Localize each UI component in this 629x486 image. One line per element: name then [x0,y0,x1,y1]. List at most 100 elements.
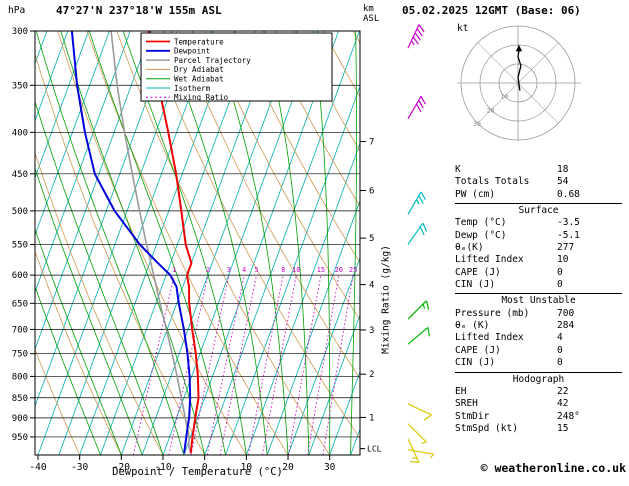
wind-barb [407,326,431,345]
dry-adiabat-line [293,31,360,152]
panel-row: CAPE (J) 0 [455,345,622,357]
wind-barb [407,191,426,215]
mixing-ratio-value: 8 [281,266,285,274]
pressure-tick-label: 400 [12,128,28,138]
panel-row-label: Totals Totals [455,176,530,188]
panel-row: CAPE (J) 0 [455,267,622,279]
panel-row-value: 15 [557,422,569,434]
panel-row-value: 42 [557,398,569,410]
temp-tick-label: -40 [29,462,46,473]
km-tick-label: 3 [369,326,374,336]
pressure-tick-label: 900 [12,414,28,424]
panel-row-label: θₑ(K) [455,242,484,254]
hodograph-spoke [477,42,519,84]
temp-tick-label: -30 [71,462,88,473]
dry-adiabat-line [35,348,81,455]
lcl-label: LCL [367,445,382,454]
pressure-tick-label: 500 [12,207,28,217]
mixing-ratio-line [261,275,297,455]
panel-row: Pressure (mb) 700 [455,308,622,320]
panel-row-label: CIN (J) [455,357,496,369]
wind-barb [407,222,428,245]
dry-adiabat-line [234,31,360,264]
isotherm-line [35,31,152,351]
plot-frame [34,30,361,456]
mixing-ratio-value: 10 [292,266,300,274]
mixing-ratio-value: 1 [172,266,176,274]
mixing-ratio-line [288,275,322,455]
panel-row: EH 22 [455,386,622,398]
isotherm-line [120,31,277,455]
isotherm-line [287,256,360,455]
skewt-background: 1 2 3 4 5 8 10 15 20 25 [0,31,360,455]
hodograph-ring [460,25,576,141]
legend-box [140,32,333,102]
legend-label: Isotherm [174,84,211,93]
panel-row: CIN (J) 0 [455,357,622,369]
panel-row: Totals Totals 54 [455,176,622,188]
wet-adiabat-line [350,31,358,455]
isotherm-line [225,85,360,455]
isotherm-line [162,31,319,455]
panel-row-value: 0 [557,344,563,356]
axes: 3003504004505005506006507007508008509009… [12,27,382,473]
isotherm-line [100,31,256,455]
pressure-tick-label: 650 [12,299,28,309]
panel-row: θₑ (K) 284 [455,320,622,332]
panel-row: K 18 [455,164,622,176]
pressure-tick-label: 600 [12,271,28,281]
pressure-tick-label: 850 [12,394,28,404]
isotherm-line [35,31,89,179]
isotherm-line [266,199,360,455]
location-title: 47°27'N 237°18'W 155m ASL [56,4,222,17]
hodograph-spoke [477,82,519,124]
panel-row-label: Lifted Index [455,332,524,344]
panel-row: PW (cm) 0.68 [455,189,622,201]
panel-row-value: 4 [557,332,563,344]
panel-row-label: Pressure (mb) [455,307,530,319]
asl-unit: ASL [363,14,380,24]
panel-row-value: 18 [557,164,569,175]
panel-row-label: Lifted Index [455,254,524,266]
legend-label: Parcel Trajectory [174,56,251,65]
pressure-tick-label: 300 [12,27,28,37]
wind-barb [407,24,425,49]
wind-barbs [407,24,435,463]
panel-row: Lifted Index 4 [455,332,622,344]
pressure-tick-label: 950 [12,433,28,443]
series-dewpoint [70,31,192,454]
panel-row-value: 0 [557,266,563,278]
panel-row-label: SREH [455,398,478,410]
isotherm-line [0,31,5,455]
isotherm-line [35,31,173,408]
pressure-tick-label: 700 [12,325,28,335]
km-tick-label: 5 [369,234,374,244]
hodograph-ring-label: 20 [487,106,495,114]
mixing-ratio-line [248,275,284,455]
isotherm-line [35,31,131,294]
legend-label: Mixing Ratio [174,93,229,102]
panel-row: SREH 42 [455,398,622,410]
panel-row-value: -3.5 [557,217,580,229]
panel-row-value: 277 [557,242,575,254]
mixing-ratio-value: 25 [349,266,357,274]
km-tick-label: 2 [369,370,374,380]
mixing-ratio-line [322,275,354,455]
isotherm-line [329,370,360,455]
hodograph-trace [517,50,522,91]
isotherm-line [37,31,194,455]
panel-row-label: θₑ (K) [455,320,490,332]
wind-barb [407,96,426,120]
wind-barb [407,423,427,444]
hodograph-ring-label: 10 [500,93,508,101]
isotherm-line [58,31,214,455]
panel-row-value: -5.1 [557,229,580,241]
panel-row: Lifted Index 10 [455,254,622,266]
panel-row: StmSpd (kt) 15 [455,423,622,435]
mixing-ratio-value: 15 [317,266,325,274]
copyright: © weatheronline.co.uk [480,461,626,475]
altitude-unit-label: km ASL [363,4,379,24]
temp-tick-label: 30 [324,462,336,473]
